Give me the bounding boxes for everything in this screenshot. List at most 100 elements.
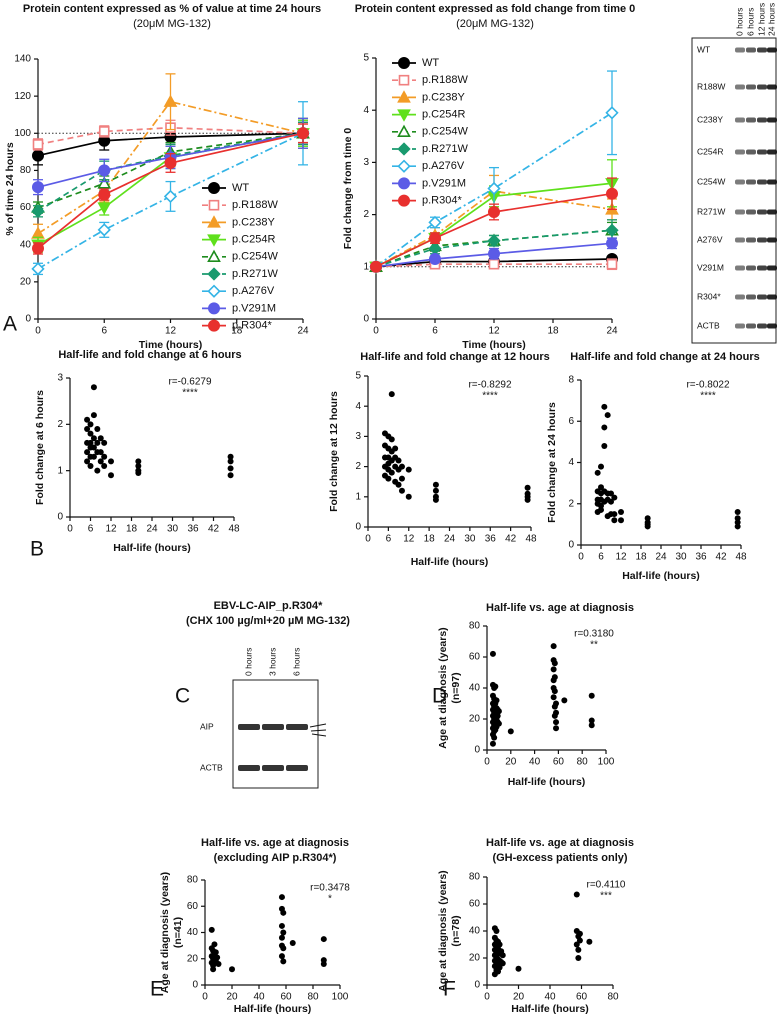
legend-marker bbox=[207, 249, 221, 263]
data-point bbox=[487, 205, 500, 218]
data-point bbox=[598, 463, 604, 470]
data-point bbox=[588, 717, 595, 724]
blot-band bbox=[767, 117, 777, 123]
data-point bbox=[94, 467, 101, 474]
blot-band bbox=[735, 294, 745, 300]
y-tick-label: 80 bbox=[469, 872, 481, 883]
y-tick-label: 40 bbox=[20, 239, 32, 250]
data-point bbox=[493, 697, 500, 704]
x-tick-label: 80 bbox=[577, 757, 589, 768]
y-tick-label: 2 bbox=[363, 209, 369, 220]
blot-band bbox=[767, 84, 777, 90]
data-point bbox=[432, 496, 439, 503]
y-tick-label: 20 bbox=[187, 953, 199, 964]
x-tick-label: 40 bbox=[544, 992, 556, 1003]
blot-band bbox=[746, 47, 756, 53]
x-axis-label: Half-life (hours) bbox=[511, 1003, 589, 1015]
data-point bbox=[135, 458, 142, 465]
data-point bbox=[392, 445, 399, 452]
blot-row-label: C254R bbox=[697, 146, 723, 156]
x-tick-label: 0 bbox=[67, 524, 73, 535]
blot-band bbox=[757, 179, 767, 185]
y-tick-label: 60 bbox=[20, 202, 32, 213]
data-point bbox=[212, 949, 219, 956]
data-point bbox=[553, 700, 560, 707]
blot-row-label: R304* bbox=[697, 291, 721, 301]
annotation: r=0.3180 bbox=[574, 629, 614, 640]
data-point bbox=[388, 436, 395, 443]
data-point bbox=[90, 412, 97, 419]
data-point bbox=[489, 740, 496, 747]
data-point bbox=[553, 709, 560, 716]
data-point bbox=[87, 439, 94, 446]
blot-band bbox=[746, 294, 756, 300]
legend-marker bbox=[397, 124, 411, 137]
panel-label: E bbox=[150, 978, 164, 1001]
data-point bbox=[586, 938, 593, 945]
data-point bbox=[84, 425, 91, 432]
series-line bbox=[375, 258, 613, 268]
blot-row-label: C238Y bbox=[697, 114, 723, 124]
data-point bbox=[499, 952, 506, 959]
x-tick-label: 6 bbox=[432, 326, 438, 337]
blot-band bbox=[735, 265, 745, 271]
blot-band bbox=[262, 724, 284, 730]
panel-label: A bbox=[3, 313, 17, 336]
legend-label: p.R304* bbox=[422, 195, 462, 207]
panel-label: C bbox=[175, 685, 190, 708]
data-point bbox=[491, 734, 498, 741]
series-line bbox=[37, 132, 304, 250]
data-point bbox=[278, 934, 285, 941]
x-tick-label: 0 bbox=[365, 534, 371, 545]
legend-marker bbox=[208, 182, 221, 195]
data-point bbox=[734, 515, 741, 522]
x-axis-label: Half-life (hours) bbox=[234, 1003, 312, 1015]
data-point bbox=[97, 223, 111, 237]
data-point bbox=[98, 126, 110, 137]
x-tick-label: 20 bbox=[226, 992, 238, 1003]
series-line bbox=[375, 192, 613, 268]
y-tick-label: 2 bbox=[568, 498, 574, 509]
legend-label: p.R271W bbox=[232, 268, 278, 280]
blot-row-label: ACTB bbox=[697, 320, 720, 330]
chart-subtitle: (excluding AIP p.R304*) bbox=[214, 852, 337, 864]
blot-row-label: R188W bbox=[697, 81, 725, 91]
legend-label: p.R188W bbox=[232, 199, 278, 211]
y-tick-label: 4 bbox=[355, 401, 361, 412]
blot-subtitle: (CHX 100 µg/ml+20 µM MG-132) bbox=[186, 615, 350, 627]
data-point bbox=[87, 463, 94, 470]
data-point bbox=[84, 416, 91, 423]
data-point bbox=[594, 469, 601, 476]
data-point bbox=[428, 252, 441, 265]
y-tick-label: 40 bbox=[469, 926, 481, 937]
x-tick-label: 0 bbox=[484, 992, 490, 1003]
x-tick-label: 60 bbox=[553, 757, 565, 768]
blot-row-label: ACTB bbox=[200, 762, 223, 772]
data-point bbox=[280, 945, 287, 952]
y-tick-label: 120 bbox=[14, 91, 31, 102]
y-tick-label: 6 bbox=[568, 416, 574, 427]
legend-label: p.A276V bbox=[422, 160, 465, 172]
blot-band bbox=[262, 765, 284, 771]
data-point bbox=[87, 430, 94, 437]
data-point bbox=[573, 891, 580, 898]
data-point bbox=[507, 728, 514, 735]
annotation: r=-0.6279 bbox=[168, 377, 212, 388]
y-tick-label: 3 bbox=[57, 373, 63, 384]
y-axis-label: Fold change at 12 hours bbox=[328, 391, 340, 512]
blot-column-label: 6 hours bbox=[291, 648, 301, 676]
blot-row-label: AIP bbox=[200, 721, 214, 731]
x-tick-label: 6 bbox=[386, 534, 392, 545]
data-point bbox=[499, 960, 506, 967]
blot-band bbox=[757, 265, 767, 271]
data-point bbox=[278, 953, 285, 960]
legend-marker bbox=[397, 109, 411, 122]
y-axis-label: Fold change from time 0 bbox=[342, 128, 354, 250]
data-point bbox=[598, 502, 604, 509]
y-tick-label: 0 bbox=[474, 745, 480, 756]
data-point bbox=[31, 204, 45, 218]
x-tick-label: 24 bbox=[606, 326, 618, 337]
data-point bbox=[278, 922, 285, 929]
data-point bbox=[487, 181, 501, 196]
x-axis-label: Time (hours) bbox=[139, 339, 202, 351]
